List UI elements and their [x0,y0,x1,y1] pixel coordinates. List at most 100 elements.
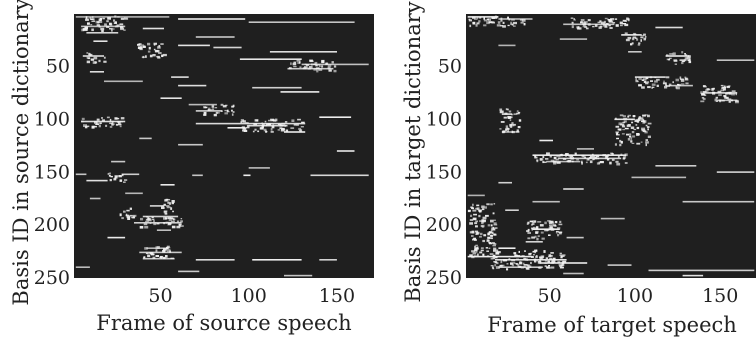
activation-speck [527,231,531,234]
activation-speck [179,225,184,227]
active-segment [195,259,235,261]
activation-speck [531,227,534,230]
active-segment [563,188,584,190]
activation-speck [731,90,736,92]
active-segment [248,167,270,169]
activation-speck [83,124,87,127]
activation-speck [702,98,706,101]
activation-speck [596,154,600,157]
activation-speck [121,217,124,220]
activation-speck [643,33,646,36]
activation-speck [597,21,601,23]
activation-speck [472,252,477,255]
activation-speck [554,221,558,224]
activation-speck [293,61,297,64]
activation-speck [636,38,639,41]
activation-speck [552,160,557,163]
activation-speck [714,98,718,102]
activation-speck [313,68,317,71]
activation-speck [107,173,110,175]
activation-speck [527,228,530,232]
active-segment [178,270,200,273]
activation-speck [665,76,670,79]
activation-speck [632,135,636,138]
active-segment [213,46,242,49]
activation-speck [643,120,647,123]
activation-speck [85,16,88,19]
activation-speck [512,123,516,126]
activation-speck [119,23,124,25]
activation-speck [520,266,525,269]
activation-speck [95,20,100,24]
activation-speck [84,125,88,129]
activation-speck [559,220,562,223]
activation-speck [513,252,517,255]
activation-speck [139,47,143,49]
activation-speck [475,251,478,253]
activation-speck [149,54,153,58]
activation-speck [147,218,151,221]
activation-speck [153,42,157,45]
active-segment [178,44,210,47]
activation-speck [268,119,270,122]
activation-speck [156,223,160,225]
activation-speck [606,157,610,161]
activation-speck [168,222,172,225]
activation-speck [215,111,218,114]
active-segment [142,257,175,260]
activation-speck [483,24,487,27]
activation-speck [476,22,480,25]
activation-speck [544,221,547,225]
active-segment [280,91,320,93]
activation-speck [167,201,170,204]
activation-speck [277,129,280,131]
activation-speck [507,116,512,119]
activation-speck [281,127,285,130]
activation-speck [488,240,490,243]
activation-speck [651,86,653,89]
activation-speck [688,55,691,58]
active-segment [195,122,306,125]
activation-speck [475,225,478,228]
activation-speck [144,247,148,250]
activation-speck [317,63,321,66]
active-segment [160,97,182,99]
activation-speck [666,85,670,87]
activation-speck [703,85,707,88]
activation-speck [476,204,480,207]
activation-speck [113,178,117,181]
activation-speck [622,115,626,118]
activation-speck [638,42,641,45]
activation-speck [130,216,135,219]
active-segment [716,171,755,173]
activation-speck [567,160,571,163]
activation-speck [586,158,590,161]
activation-speck [548,220,553,224]
activation-speck [507,24,510,27]
activation-speck [668,58,671,61]
activation-speck [726,91,730,95]
activation-speck [544,265,547,267]
activation-speck [492,254,496,257]
activation-speck [662,82,667,85]
activation-speck [163,222,166,225]
activation-speck [479,220,483,222]
activation-speck [666,54,669,56]
activation-speck [311,63,313,66]
activation-speck [272,124,274,127]
activation-speck [162,250,166,253]
source-y-ticks: 50 100 150 200 250 [34,56,70,289]
activation-speck [495,252,500,255]
activation-speck [119,179,123,182]
activation-speck [540,255,545,258]
x-tick-label: 50 [538,285,562,307]
activation-speck [163,210,168,213]
activation-speck [108,172,111,175]
activation-speck [492,256,495,260]
activation-speck [599,161,604,164]
activation-speck [469,219,474,221]
activation-speck [502,259,506,262]
activation-speck [305,64,309,66]
activation-speck [157,246,160,249]
activation-speck [231,105,234,108]
